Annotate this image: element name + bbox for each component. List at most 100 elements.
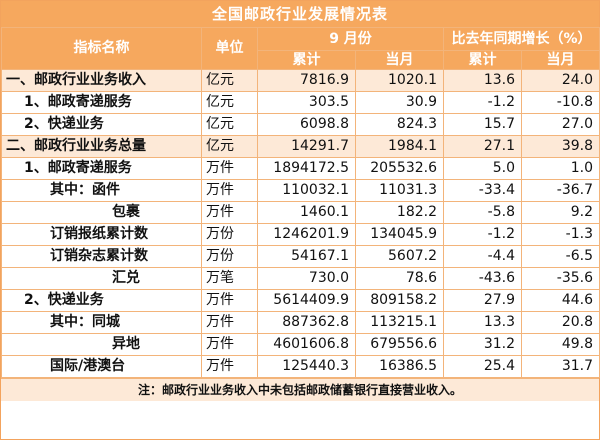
row-yoy-cumulative: -43.6 — [443, 267, 522, 290]
table-row: 1、邮政寄递服务 亿元 303.5 30.9 -1.2 -10.8 — [1, 91, 600, 114]
row-indicator-name: 其中：函件 — [1, 179, 202, 202]
row-current-month: 205532.6 — [355, 157, 444, 180]
row-indicator-name: 1、邮政寄递服务 — [1, 157, 202, 180]
table-row: 包裹 万件 1460.1 182.2 -5.8 9.2 — [1, 201, 600, 224]
row-unit: 万件 — [201, 311, 258, 334]
row-yoy-current-month: 44.6 — [521, 289, 600, 312]
row-yoy-current-month: 31.7 — [521, 355, 600, 378]
row-yoy-cumulative: 31.2 — [443, 333, 522, 356]
table-row: 2、快递业务 万件 5614409.9 809158.2 27.9 44.6 — [1, 289, 600, 312]
stats-table: 指标名称 单位 9 月份 比去年同期增长（%） 累计 当月 累计 当月 一、邮政… — [1, 27, 600, 378]
row-yoy-current-month: 20.8 — [521, 311, 600, 334]
row-yoy-cumulative: -33.4 — [443, 179, 522, 202]
table-row: 异地 万件 4601606.8 679556.6 31.2 49.8 — [1, 333, 600, 356]
row-indicator-name: 二、邮政行业业务总量 — [1, 135, 202, 158]
row-current-month: 78.6 — [355, 267, 444, 290]
row-unit: 万笔 — [201, 267, 258, 290]
row-current-month: 809158.2 — [355, 289, 444, 312]
row-unit: 万份 — [201, 223, 258, 246]
row-indicator-name: 1、邮政寄递服务 — [1, 91, 202, 114]
row-unit: 亿元 — [201, 135, 258, 158]
row-unit: 万件 — [201, 179, 258, 202]
row-current-month: 1984.1 — [355, 135, 444, 158]
row-unit: 亿元 — [201, 69, 258, 92]
row-yoy-current-month: 49.8 — [521, 333, 600, 356]
row-yoy-current-month: 9.2 — [521, 201, 600, 224]
header-yoy-cumulative: 累计 — [443, 50, 522, 70]
row-unit: 万件 — [201, 333, 258, 356]
row-cumulative: 6098.8 — [257, 113, 356, 136]
row-cumulative: 125440.3 — [257, 355, 356, 378]
row-cumulative: 54167.1 — [257, 245, 356, 268]
row-indicator-name: 异地 — [1, 333, 202, 356]
row-indicator-name: 2、快递业务 — [1, 113, 202, 136]
table-body: 一、邮政行业业务收入 亿元 7816.9 1020.1 13.6 24.0 1、邮政寄递服务… — [1, 69, 600, 378]
row-indicator-name: 2、快递业务 — [1, 289, 202, 312]
row-unit: 亿元 — [201, 113, 258, 136]
row-cumulative: 110032.1 — [257, 179, 356, 202]
row-yoy-cumulative: 5.0 — [443, 157, 522, 180]
row-cumulative: 4601606.8 — [257, 333, 356, 356]
row-indicator-name: 国际/港澳台 — [1, 355, 202, 378]
row-cumulative: 1246201.9 — [257, 223, 356, 246]
row-current-month: 1020.1 — [355, 69, 444, 92]
row-cumulative: 14291.7 — [257, 135, 356, 158]
row-cumulative: 730.0 — [257, 267, 356, 290]
row-indicator-name: 订销报纸累计数 — [1, 223, 202, 246]
row-indicator-name: 包裹 — [1, 201, 202, 224]
row-yoy-cumulative: 27.9 — [443, 289, 522, 312]
row-yoy-current-month: -36.7 — [521, 179, 600, 202]
table-row: 2、快递业务 亿元 6098.8 824.3 15.7 27.0 — [1, 113, 600, 136]
table-row: 订销杂志累计数 万份 54167.1 5607.2 -4.4 -6.5 — [1, 245, 600, 268]
header-yoy-growth: 比去年同期增长（%） — [443, 27, 600, 51]
row-yoy-current-month: -1.3 — [521, 223, 600, 246]
header-yoy-current-month: 当月 — [521, 50, 600, 70]
row-indicator-name: 汇兑 — [1, 267, 202, 290]
row-unit: 万件 — [201, 157, 258, 180]
row-unit: 万件 — [201, 289, 258, 312]
row-yoy-current-month: 27.0 — [521, 113, 600, 136]
row-current-month: 679556.6 — [355, 333, 444, 356]
header-indicator-name: 指标名称 — [1, 27, 202, 70]
table-footnote: 注：邮政行业业务收入中未包括邮政储蓄银行直接营业收入。 — [1, 378, 599, 401]
row-yoy-current-month: 1.0 — [521, 157, 600, 180]
row-yoy-current-month: 39.8 — [521, 135, 600, 158]
row-yoy-cumulative: 15.7 — [443, 113, 522, 136]
row-cumulative: 303.5 — [257, 91, 356, 114]
table-row: 一、邮政行业业务收入 亿元 7816.9 1020.1 13.6 24.0 — [1, 69, 600, 92]
row-unit: 万件 — [201, 355, 258, 378]
row-cumulative: 1894172.5 — [257, 157, 356, 180]
row-unit: 亿元 — [201, 91, 258, 114]
row-yoy-current-month: -35.6 — [521, 267, 600, 290]
row-indicator-name: 其中：同城 — [1, 311, 202, 334]
row-indicator-name: 订销杂志累计数 — [1, 245, 202, 268]
row-yoy-current-month: 24.0 — [521, 69, 600, 92]
table-title: 全国邮政行业发展情况表 — [1, 1, 599, 27]
row-unit: 万件 — [201, 201, 258, 224]
row-yoy-cumulative: 27.1 — [443, 135, 522, 158]
row-current-month: 11031.3 — [355, 179, 444, 202]
row-cumulative: 887362.8 — [257, 311, 356, 334]
row-yoy-cumulative: -5.8 — [443, 201, 522, 224]
header-cumulative: 累计 — [257, 50, 356, 70]
row-cumulative: 1460.1 — [257, 201, 356, 224]
row-current-month: 30.9 — [355, 91, 444, 114]
header-current-month: 当月 — [355, 50, 444, 70]
table-row: 订销报纸累计数 万份 1246201.9 134045.9 -1.2 -1.3 — [1, 223, 600, 246]
row-cumulative: 7816.9 — [257, 69, 356, 92]
row-current-month: 5607.2 — [355, 245, 444, 268]
row-current-month: 16386.5 — [355, 355, 444, 378]
row-current-month: 113215.1 — [355, 311, 444, 334]
row-yoy-current-month: -6.5 — [521, 245, 600, 268]
table-row: 其中：同城 万件 887362.8 113215.1 13.3 20.8 — [1, 311, 600, 334]
table-row: 二、邮政行业业务总量 亿元 14291.7 1984.1 27.1 39.8 — [1, 135, 600, 158]
row-yoy-cumulative: 25.4 — [443, 355, 522, 378]
row-yoy-cumulative: -4.4 — [443, 245, 522, 268]
table-row: 汇兑 万笔 730.0 78.6 -43.6 -35.6 — [1, 267, 600, 290]
table-row: 国际/港澳台 万件 125440.3 16386.5 25.4 31.7 — [1, 355, 600, 378]
row-unit: 万份 — [201, 245, 258, 268]
row-current-month: 182.2 — [355, 201, 444, 224]
table-row: 其中：函件 万件 110032.1 11031.3 -33.4 -36.7 — [1, 179, 600, 202]
row-indicator-name: 一、邮政行业业务收入 — [1, 69, 202, 92]
